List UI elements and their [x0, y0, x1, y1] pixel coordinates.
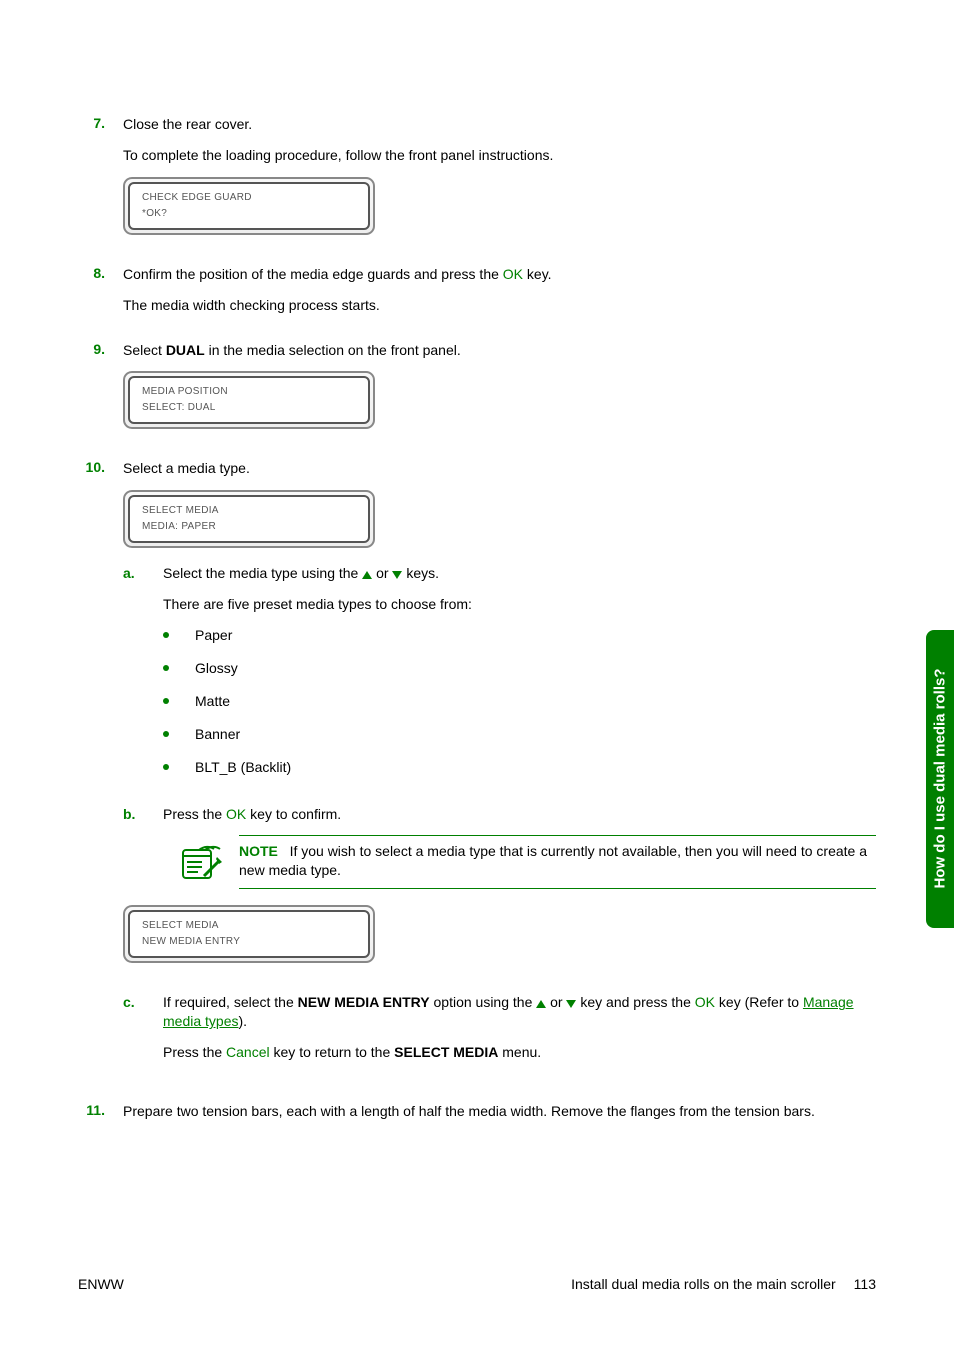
lcd-line: NEW MEDIA ENTRY	[142, 934, 356, 950]
list-item: Glossy	[163, 659, 876, 678]
ok-key-label: OK	[695, 994, 715, 1010]
lcd-panel: SELECT MEDIA MEDIA: PAPER	[123, 490, 375, 548]
lcd-panel: CHECK EDGE GUARD *OK?	[123, 177, 375, 235]
step-8: 8. Confirm the position of the media edg…	[78, 265, 876, 327]
step-9: 9. Select DUAL in the media selection on…	[78, 341, 876, 446]
list-item: Matte	[163, 692, 876, 711]
bullet-icon	[163, 632, 169, 638]
footer-right: Install dual media rolls on the main scr…	[571, 1276, 876, 1292]
note-text: NOTE If you wish to select a media type …	[239, 842, 876, 882]
substep-text: If required, select the NEW MEDIA ENTRY …	[163, 993, 876, 1031]
note-icon	[163, 842, 239, 882]
substep-text: Press the OK key to confirm.	[163, 805, 876, 824]
step-text: Select DUAL in the media selection on th…	[123, 341, 876, 360]
lcd-line: SELECT MEDIA	[142, 918, 356, 934]
step-text: The media width checking process starts.	[123, 296, 876, 315]
lcd-line: *OK?	[142, 206, 356, 222]
substep-text: Press the Cancel key to return to the SE…	[163, 1043, 876, 1062]
note-rule	[239, 888, 876, 889]
bullet-icon	[163, 665, 169, 671]
substep-b: b. Press the OK key to confirm.	[123, 805, 876, 980]
lcd-line: SELECT MEDIA	[142, 503, 356, 519]
substep-c: c. If required, select the NEW MEDIA ENT…	[123, 993, 876, 1074]
ok-key-label: OK	[503, 266, 523, 282]
step-number: 9.	[78, 341, 123, 446]
substep-a: a. Select the media type using the or ke…	[123, 564, 876, 790]
lcd-line: MEDIA POSITION	[142, 384, 356, 400]
step-text: To complete the loading procedure, follo…	[123, 146, 876, 165]
step-number: 11.	[78, 1102, 123, 1133]
side-tab-label: How do I use dual media rolls?	[932, 644, 949, 914]
bullet-icon	[163, 698, 169, 704]
substep-number: a.	[123, 564, 163, 790]
substep-number: c.	[123, 993, 163, 1074]
step-number: 8.	[78, 265, 123, 327]
ok-key-label: OK	[226, 806, 246, 822]
page-footer: ENWW Install dual media rolls on the mai…	[78, 1276, 876, 1292]
page-number: 113	[854, 1276, 876, 1292]
bullet-icon	[163, 764, 169, 770]
down-arrow-icon	[566, 1000, 576, 1008]
lcd-panel: SELECT MEDIA NEW MEDIA ENTRY	[123, 905, 375, 963]
step-11: 11. Prepare two tension bars, each with …	[78, 1102, 876, 1133]
list-item: BLT_B (Backlit)	[163, 758, 876, 777]
step-number: 7.	[78, 115, 123, 251]
list-item: Paper	[163, 626, 876, 645]
bullet-icon	[163, 731, 169, 737]
step-number: 10.	[78, 459, 123, 1088]
sub-steps-list: a. Select the media type using the or ke…	[123, 564, 876, 1074]
up-arrow-icon	[536, 1000, 546, 1008]
lcd-line: CHECK EDGE GUARD	[142, 190, 356, 206]
list-item: Banner	[163, 725, 876, 744]
step-7: 7. Close the rear cover. To complete the…	[78, 115, 876, 251]
lcd-line: MEDIA: PAPER	[142, 519, 356, 535]
substep-text: Select the media type using the or keys.	[163, 564, 876, 583]
media-types-list: Paper Glossy Matte Banner BLT_B (Backlit…	[163, 626, 876, 776]
step-text: Prepare two tension bars, each with a le…	[123, 1102, 876, 1121]
main-steps-list: 7. Close the rear cover. To complete the…	[78, 115, 876, 1133]
lcd-panel: MEDIA POSITION SELECT: DUAL	[123, 371, 375, 429]
step-text: Confirm the position of the media edge g…	[123, 265, 876, 284]
step-10: 10. Select a media type. SELECT MEDIA ME…	[78, 459, 876, 1088]
lcd-line: SELECT: DUAL	[142, 400, 356, 416]
footer-left: ENWW	[78, 1276, 124, 1292]
cancel-key-label: Cancel	[226, 1044, 270, 1060]
substep-text: There are five preset media types to cho…	[163, 595, 876, 614]
step-text: Close the rear cover.	[123, 115, 876, 134]
step-text: Select a media type.	[123, 459, 876, 478]
down-arrow-icon	[392, 571, 402, 579]
side-tab: How do I use dual media rolls?	[926, 630, 954, 928]
up-arrow-icon	[362, 571, 372, 579]
note-block: NOTE If you wish to select a media type …	[163, 835, 876, 889]
